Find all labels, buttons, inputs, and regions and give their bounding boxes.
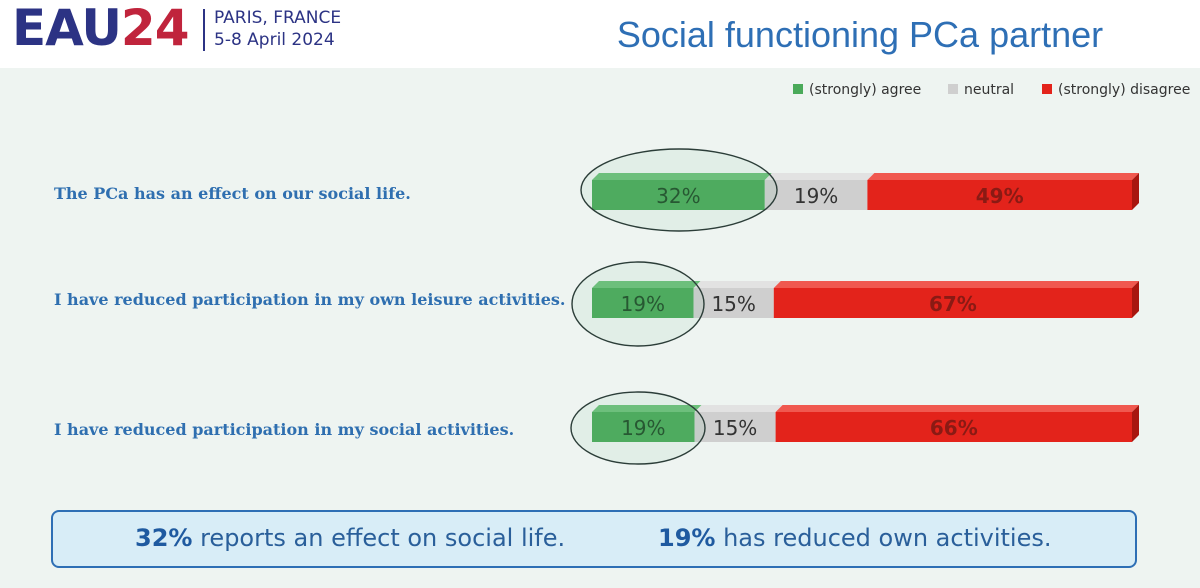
summary-text-2: has reduced own activities.	[723, 524, 1052, 552]
summary-statement-2: 19% has reduced own activities.	[658, 524, 1052, 552]
legend-label-neutral: neutral	[964, 82, 1015, 98]
bar-segment-neutral-3	[694, 412, 776, 442]
legend-item-neutral: neutral	[948, 82, 1014, 98]
bar-side-1	[1132, 173, 1139, 210]
legend-swatch-neutral	[948, 84, 958, 94]
legend-item-agree: (strongly) agree	[793, 82, 921, 98]
legend-swatch-agree	[793, 84, 803, 94]
data-label-agree-3: 19%	[621, 416, 665, 440]
legend-label-disagree: (strongly) disagree	[1058, 82, 1191, 98]
bar-segment-agree-3	[592, 412, 695, 442]
summary-stat-1: 32%	[135, 524, 193, 552]
bar-top-disagree-1	[867, 173, 1139, 180]
data-label-agree-1: 32%	[656, 184, 700, 208]
bar-segment-agree-2	[592, 288, 694, 318]
bar-segment-disagree-2	[773, 288, 1132, 318]
bar-segment-neutral-1	[764, 180, 868, 210]
legend-swatch-disagree	[1042, 84, 1052, 94]
data-label-agree-2: 19%	[621, 292, 665, 316]
legend-label-agree: (strongly) agree	[809, 82, 922, 98]
bar-segment-disagree-1	[867, 180, 1132, 210]
question-label-3: I have reduced participation in my socia…	[54, 420, 515, 439]
summary-text-1: reports an effect on social life.	[200, 524, 566, 552]
bar-top-agree-1	[592, 173, 772, 180]
summary-statement-1: 32% reports an effect on social life.	[135, 524, 565, 552]
congress-location: PARIS, FRANCE	[214, 8, 342, 28]
summary-stat-2: 19%	[658, 524, 716, 552]
slide-header: EAU24 PARIS, FRANCE 5-8 April 2024 Socia…	[0, 0, 1200, 68]
data-label-neutral-3: 15%	[713, 416, 757, 440]
data-label-neutral-1: 19%	[794, 184, 838, 208]
data-label-disagree-1: 49%	[976, 184, 1024, 208]
data-label-neutral-2: 15%	[711, 292, 755, 316]
highlight-oval-2	[571, 261, 705, 347]
bar-side-2	[1132, 281, 1139, 318]
bar-top-disagree-3	[775, 405, 1139, 412]
bar-top-neutral-1	[764, 173, 875, 180]
legend-item-disagree: (strongly) disagree	[1042, 82, 1190, 98]
question-label-2: I have reduced participation in my own l…	[54, 290, 566, 309]
bar-top-disagree-2	[773, 281, 1139, 288]
data-label-disagree-2: 67%	[929, 292, 977, 316]
bar-top-neutral-3	[694, 405, 783, 412]
bar-segment-neutral-2	[693, 288, 774, 318]
logo-24-text: 24	[120, 0, 190, 57]
eau24-logo: EAU24	[12, 0, 190, 58]
bar-side-3	[1132, 405, 1139, 442]
bar-top-neutral-2	[693, 281, 781, 288]
bar-top-agree-2	[592, 281, 701, 288]
highlight-oval-3	[570, 391, 706, 465]
logo-divider	[203, 9, 205, 51]
question-label-1: The PCa has an effect on our social life…	[54, 184, 411, 203]
logo-eau-text: EAU	[12, 0, 122, 57]
highlight-oval-1	[580, 148, 778, 232]
bar-segment-disagree-3	[775, 412, 1132, 442]
summary-box: 32% reports an effect on social life. 19…	[51, 510, 1137, 568]
data-label-disagree-3: 66%	[930, 416, 978, 440]
slide-title: Social functioning PCa partner	[616, 14, 1104, 55]
bar-top-agree-3	[592, 405, 702, 412]
bar-segment-agree-1	[592, 180, 765, 210]
congress-dates: 5-8 April 2024	[214, 30, 335, 50]
